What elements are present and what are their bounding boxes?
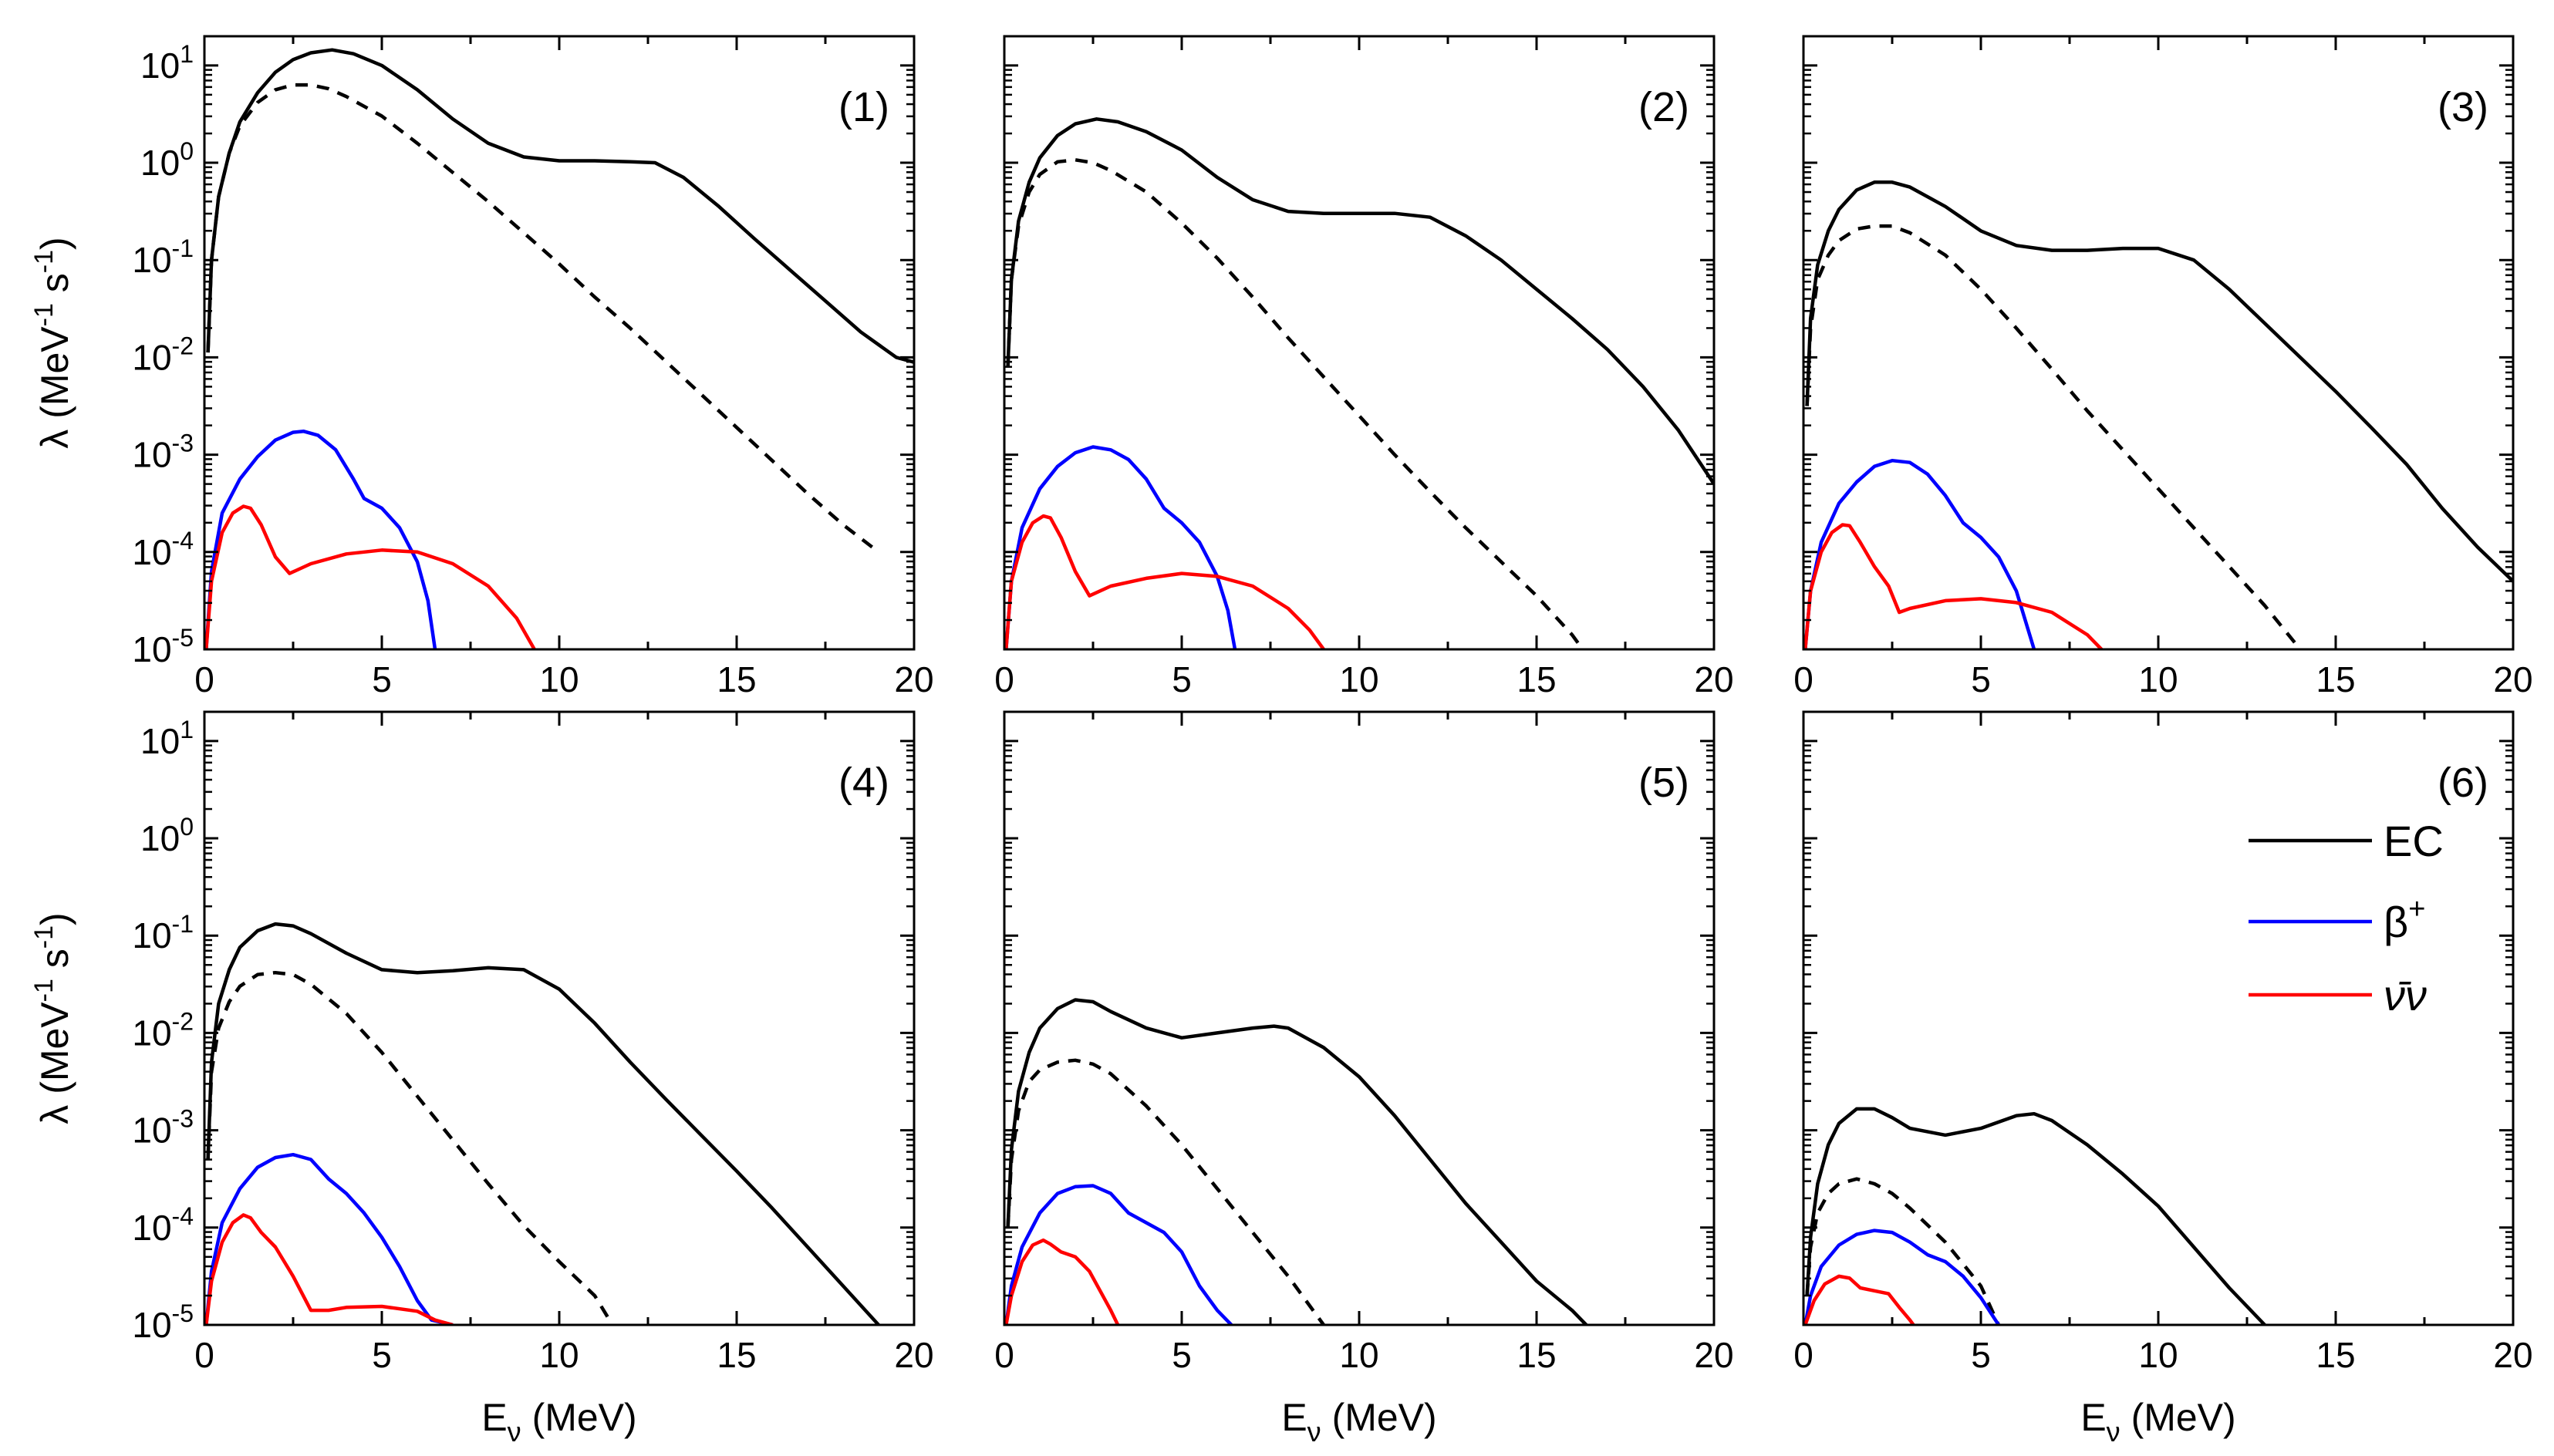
panel-3: 0 5 10 15 20 (3)	[1793, 35, 2533, 699]
series-line-beta	[204, 1152, 454, 1325]
x-tick-label: 10	[2138, 659, 2178, 699]
y-tick-label: 100	[140, 813, 194, 858]
x-axis-title: Eν (MeV)	[1281, 1396, 1436, 1448]
series-line-ec	[206, 922, 880, 1325]
series-line-nunu	[1004, 1238, 1120, 1325]
series-line-beta	[1803, 458, 2036, 649]
series-line-beta	[1004, 1184, 1233, 1325]
x-tick-label: 5	[1971, 659, 1991, 699]
plot-frame	[203, 710, 916, 1326]
y-tick-label: 10-2	[132, 332, 194, 377]
x-tick-label: 5	[372, 1335, 392, 1375]
series-line-ec	[206, 48, 914, 364]
x-tick-label: 20	[1694, 659, 1733, 699]
series-line-ec	[1805, 180, 2513, 583]
series-line-ec_dashed	[1805, 224, 2302, 649]
y-tick-label: 101	[140, 716, 194, 761]
x-tick-label: 15	[1517, 659, 1556, 699]
panel-6: 0 5 10 15 20 (6)	[1793, 710, 2533, 1375]
plot-frame	[1802, 35, 2515, 651]
series-line-ec_dashed	[206, 970, 614, 1325]
series-line-nunu	[204, 504, 536, 649]
x-tick-label: 20	[2493, 659, 2532, 699]
panel-4: 0 5 10 15 20 10-5 10-4 10-3 10-2 10-1 100 101 (4)	[132, 710, 934, 1375]
series-line-beta	[1004, 445, 1237, 649]
series-line-beta	[1803, 1228, 2000, 1325]
x-tick-label: 0	[1793, 659, 1813, 699]
legend-label-ec: EC	[2384, 817, 2444, 865]
y-tick-label: 10-5	[132, 624, 194, 669]
plot-frame	[203, 35, 916, 651]
y-tick-label: 10-4	[132, 527, 194, 572]
panel-label: (1)	[838, 84, 889, 130]
series-line-ec_dashed	[206, 83, 880, 554]
x-tick-label: 0	[994, 659, 1014, 699]
x-tick-label: 20	[894, 1335, 933, 1375]
series-line-ec_dashed	[1006, 1058, 1325, 1325]
panel-5: 0 5 10 15 20 (5)	[994, 710, 1734, 1375]
series-line-ec	[1805, 1107, 2266, 1325]
x-axis-labels: Eν (MeV) Eν (MeV) Eν (MeV)	[481, 1396, 2235, 1448]
x-tick-label: 0	[194, 1335, 214, 1375]
y-tick-label: 10-5	[132, 1299, 194, 1345]
panel-2: 0 5 10 15 20 (2)	[994, 35, 1734, 699]
panel-label: (2)	[1638, 84, 1689, 130]
plot-frame	[1003, 35, 1716, 651]
x-tick-label: 15	[717, 1335, 756, 1375]
y-tick-label: 10-4	[132, 1202, 194, 1248]
series-line-ec_dashed	[1805, 1177, 2001, 1325]
series-line-beta	[204, 430, 437, 649]
series-line-nunu	[1004, 514, 1325, 649]
panel-label: (5)	[1638, 760, 1689, 806]
x-tick-label: 20	[2493, 1335, 2532, 1375]
legend-label-nunu: ν̄ν	[2384, 971, 2427, 1020]
legend-label-beta: β+	[2384, 893, 2425, 946]
y-tick-label: 10-3	[132, 1105, 194, 1151]
x-tick-label: 10	[2138, 1335, 2178, 1375]
x-tick-label: 10	[1339, 659, 1378, 699]
x-tick-label: 20	[1694, 1335, 1733, 1375]
panel-1: 0 5 10 15 20 10-5 10-4 10-3 10-2 10-1 100 101 (1)	[132, 35, 934, 699]
y-tick-label: 10-3	[132, 430, 194, 475]
series-line-ec	[1006, 998, 1588, 1325]
x-tick-label: 5	[1172, 1335, 1192, 1375]
x-axis-title: Eν (MeV)	[481, 1396, 636, 1448]
x-tick-label: 15	[1517, 1335, 1556, 1375]
legend: EC β+ ν̄ν	[2249, 817, 2444, 1020]
panel-label: (4)	[838, 760, 889, 806]
series-line-nunu	[204, 1213, 454, 1325]
panel-label: (6)	[2438, 760, 2488, 806]
y-tick-label: 10-1	[132, 910, 194, 956]
panel-label: (3)	[2438, 84, 2488, 130]
y-tick-label: 101	[140, 40, 194, 86]
y-tick-label: 100	[140, 137, 194, 183]
x-tick-label: 15	[717, 659, 756, 699]
x-tick-label: 5	[1971, 1335, 1991, 1375]
x-tick-label: 0	[994, 1335, 1014, 1375]
y-axis-labels: λ (MeV-1 s-1) λ (MeV-1 s-1)	[29, 237, 76, 1124]
series-line-ec_dashed	[1006, 158, 1584, 649]
x-tick-label: 5	[372, 659, 392, 699]
series-line-ec	[1006, 117, 1714, 485]
x-tick-label: 15	[2316, 659, 2355, 699]
x-tick-label: 10	[539, 1335, 579, 1375]
x-tick-label: 0	[1793, 1335, 1813, 1375]
x-tick-label: 0	[194, 659, 214, 699]
x-tick-label: 20	[894, 659, 933, 699]
x-tick-label: 5	[1172, 659, 1192, 699]
x-axis-title: Eν (MeV)	[2080, 1396, 2235, 1448]
x-tick-label: 10	[539, 659, 579, 699]
y-axis-title: λ (MeV-1 s-1)	[29, 237, 76, 448]
y-tick-label: 10-1	[132, 234, 194, 280]
x-tick-label: 15	[2316, 1335, 2355, 1375]
x-tick-label: 10	[1339, 1335, 1378, 1375]
plot-frame	[1003, 710, 1716, 1326]
series-line-nunu	[1803, 523, 2104, 649]
series-line-nunu	[1803, 1274, 1915, 1325]
y-axis-title: λ (MeV-1 s-1)	[29, 912, 76, 1124]
y-tick-label: 10-2	[132, 1007, 194, 1053]
